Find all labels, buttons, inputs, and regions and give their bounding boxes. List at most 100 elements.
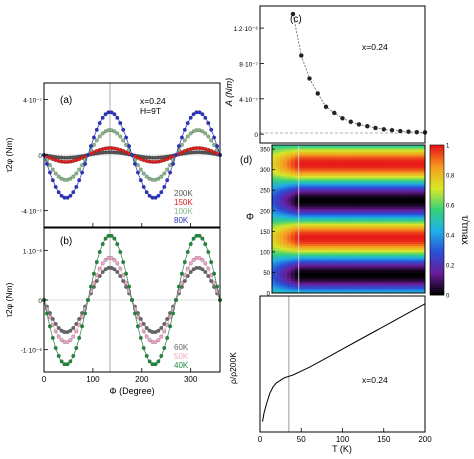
d-heatmap-cell [333,210,338,214]
d-heatmap-cell [356,268,361,271]
d-heatmap-cell [402,235,407,238]
b-point [109,256,114,260]
d-heatmap-cell [310,229,315,232]
d-heatmap-cell [375,171,380,175]
d-heatmap-cell [352,272,357,275]
d-heatmap-cell [390,290,395,294]
d-heatmap-cell [333,243,338,247]
d-heatmap-cell [386,153,391,156]
d-heatmap-cell [344,284,349,288]
d-heatmap-cell [409,284,414,288]
d-heatmap-cell [394,251,399,255]
d-heatmap-cell [352,280,357,284]
d-heatmap-cell [329,161,334,164]
d-heatmap-cell [291,149,296,152]
b-point [168,324,173,329]
d-heatmap-cell [317,270,323,273]
d-heatmap-cell [310,270,315,273]
d-heatmap-cell [413,253,418,257]
d-heatmap-cell [348,149,353,152]
d-heatmap-cell [390,264,395,267]
d-heatmap-cell [337,202,342,206]
d-heatmap-cell [421,204,426,208]
d-heatmap-cell [272,288,277,292]
d-heatmap-cell [421,288,426,292]
d-heatmap-cell [325,247,330,251]
d-heatmap-cell [382,225,388,228]
d-heatmap-cell [283,179,288,183]
d-heatmap-cell [325,253,330,257]
d-heatmap-cell [291,233,296,236]
d-heatmap-cell [298,270,303,273]
d-heatmap-cell [272,212,277,216]
d-heatmap-cell [321,276,326,280]
d-heatmap-cell [298,288,303,292]
b-point [80,324,84,329]
d-heatmap-cell [291,204,296,208]
d-heatmap-cell [294,243,300,247]
d-heatmap-cell [317,177,323,181]
b-point [115,242,120,247]
d-heatmap-cell [283,233,288,236]
d-heatmap-cell [379,188,384,191]
d-heatmap-cell [382,145,388,148]
d-heatmap-cell [298,278,303,282]
d-heatmap-cell [359,239,365,243]
d-colorbar-segment [430,177,444,181]
d-heatmap-cell [337,165,342,169]
d-colorbar-segment [430,275,444,278]
panel-a-ylabel: τ2φ (Nm) [4,137,14,172]
d-heatmap-cell [272,251,277,255]
d-heatmap-cell [398,260,403,263]
d-heatmap-cell [298,274,303,277]
d-heatmap-cell [302,260,307,263]
d-heatmap-cell [394,268,399,271]
d-heatmap-cell [314,288,319,292]
d-heatmap-cell [413,175,418,179]
d-heatmap-cell [294,235,300,238]
d-heatmap-cell [298,145,303,148]
d-heatmap-cell [379,208,384,212]
d-heatmap-cell [356,223,361,226]
d-heatmap-cell [348,266,353,269]
d-heatmap-cell [337,274,342,277]
d-heatmap-cell [333,157,338,160]
d-heatmap-cell [283,225,288,228]
d-heatmap-cell [398,229,403,232]
d-heatmap-cell [329,208,334,212]
d-heatmap-cell [272,188,277,191]
d-heatmap-cell [344,147,349,150]
d-heatmap-cell [394,227,399,230]
d-heatmap-cell [337,186,342,189]
d-heatmap-cell [352,262,357,265]
d-heatmap-cell [394,196,399,199]
d-heatmap-cell [275,221,281,224]
d-heatmap-cell [379,241,384,245]
d-heatmap-cell [417,251,422,255]
d-heatmap-cell [279,241,284,245]
d-heatmap-cell [287,221,292,224]
d-heatmap-cell [421,208,426,212]
d-heatmap-cell [321,247,326,251]
d-heatmap-cell [394,173,399,177]
d-heatmap-cell [409,214,414,218]
b-point [112,267,117,272]
d-heatmap-cell [321,233,326,236]
d-heatmap-cell [398,284,403,288]
d-heatmap-cell [275,225,281,228]
d-heatmap-cell [325,155,330,158]
d-heatmap-cell [394,284,399,288]
d-heatmap-cell [352,186,357,189]
d-heatmap-cell [359,243,365,247]
d-heatmap-cell [317,147,323,150]
d-heatmap-cell [325,192,330,195]
d-heatmap-cell [310,198,315,201]
d-heatmap-cell [314,290,319,294]
d-heatmap-cell [283,182,288,185]
d-heatmap-cell [398,169,403,173]
d-heatmap-cell [398,219,403,222]
d-heatmap-cell [310,241,315,245]
d-heatmap-cell [310,282,315,286]
d-colorbar-segment [430,180,444,183]
d-heatmap-cell [325,284,330,288]
